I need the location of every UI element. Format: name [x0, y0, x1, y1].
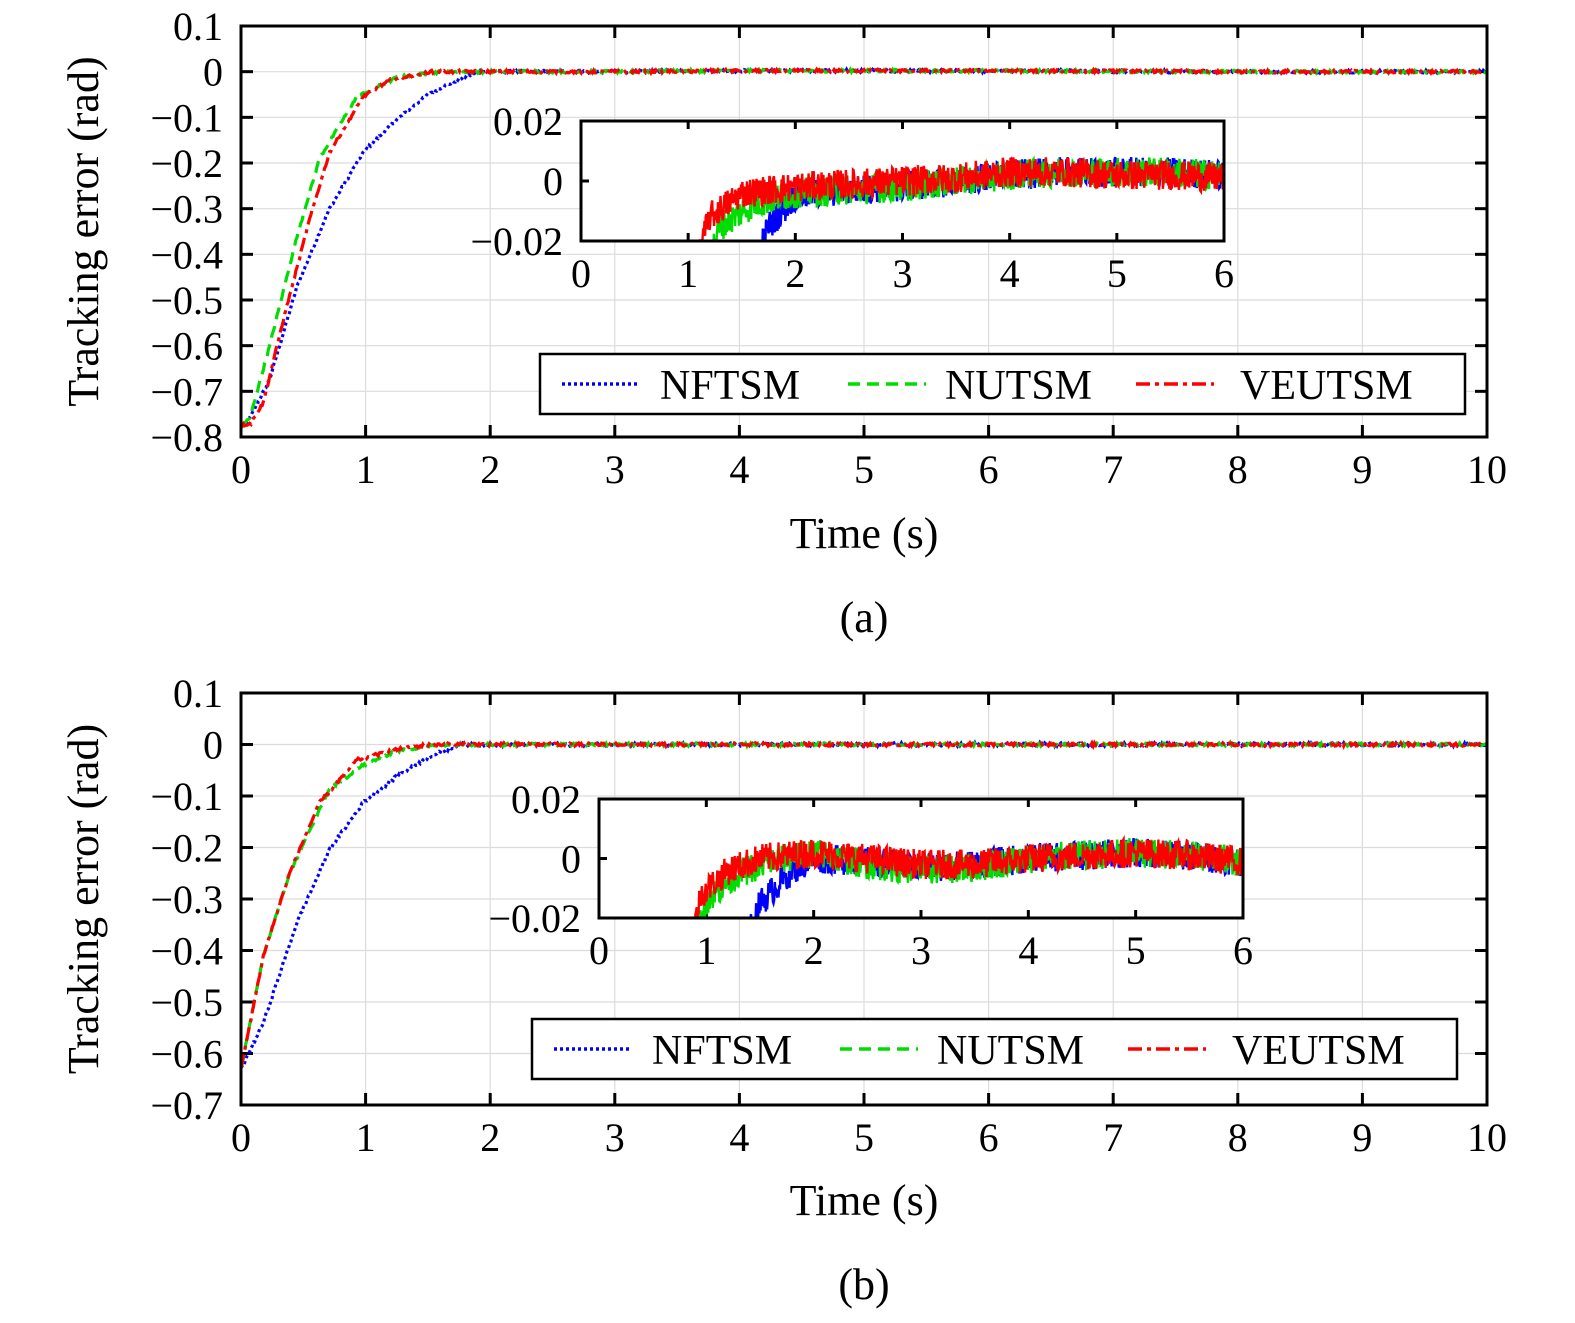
inset-frame: [597, 797, 1245, 920]
legend: NFTSM NUTSM VEUTSM: [530, 1017, 1459, 1081]
axes-frame: [239, 24, 1489, 439]
y-tick-label: −0.1: [150, 95, 223, 140]
legend-label: VEUTSM: [1232, 1028, 1405, 1074]
inset-chart: 0 1 2 3 4 5 60.020−0.02: [470, 99, 1234, 296]
x-tick-label: 2: [480, 1115, 500, 1160]
axes-frame: [239, 691, 1489, 1107]
y-tick-label: −0.6: [150, 1032, 223, 1077]
inset-x-tick-label: 6: [1214, 251, 1234, 296]
x-tick-label: 2: [480, 447, 500, 492]
x-tick-label: 5: [854, 1115, 874, 1160]
x-tick-label: 6: [979, 1115, 999, 1160]
inset-x-tick-label: 0: [571, 251, 591, 296]
x-tick-label: 7: [1103, 447, 1123, 492]
legend-label: NUTSM: [945, 363, 1092, 409]
panel-label: (a): [840, 593, 889, 642]
x-tick-label: 4: [729, 1115, 749, 1160]
inset-frame: [579, 119, 1226, 243]
x-tick-label: 7: [1103, 1115, 1123, 1160]
y-tick-label: −0.3: [150, 187, 223, 232]
x-tick-label: 9: [1352, 1115, 1372, 1160]
inset-x-tick-label: 6: [1233, 928, 1253, 973]
panel-label: (b): [838, 1260, 889, 1309]
inset-y-tick-label: −0.02: [470, 219, 563, 264]
inset-x-tick-label: 1: [678, 251, 698, 296]
y-tick-label: −0.4: [150, 929, 223, 974]
y-tick-label: −0.7: [150, 1083, 223, 1128]
x-tick-label: 3: [605, 1115, 625, 1160]
x-tick-label: 5: [854, 447, 874, 492]
x-tick-label: 0: [231, 1115, 251, 1160]
legend-label: NFTSM: [652, 1028, 792, 1074]
legend: NFTSM NUTSM VEUTSM: [538, 352, 1467, 416]
inset-x-tick-label: 0: [589, 928, 609, 973]
inset-series-group: [693, 834, 1243, 918]
y-tick-label: −0.8: [150, 415, 223, 460]
inset-x-tick-label: 3: [893, 251, 913, 296]
x-tick-label: 8: [1228, 1115, 1248, 1160]
inset-y-tick-label: 0: [561, 837, 581, 882]
legend-label: VEUTSM: [1240, 363, 1413, 409]
y-tick-label: −0.2: [150, 826, 223, 871]
y-tick-label: −0.3: [150, 877, 223, 922]
inset-chart: 0 1 2 3 4 5 60.020−0.02: [488, 777, 1253, 973]
x-tick-label: 6: [979, 447, 999, 492]
y-tick-label: 0.1: [173, 671, 223, 716]
inset-y-tick-label: −0.02: [488, 896, 581, 941]
series-line-veutsm: [241, 739, 1487, 1069]
inset-x-tick-label: 5: [1107, 251, 1127, 296]
y-tick-label: −0.7: [150, 369, 223, 414]
y-tick-label: −0.5: [150, 980, 223, 1025]
y-axis-label: Tracking error (rad): [59, 724, 108, 1074]
y-axis-label: Tracking error (rad): [59, 56, 108, 406]
y-tick-label: −0.6: [150, 324, 223, 369]
legend-box: [538, 352, 1467, 416]
x-tick-label: 1: [356, 1115, 376, 1160]
chart-panel-b: 0 1 2 3 4 5 6 7 8 9 100.10−0.1−0.2−0.3−0.4−0.5−0.6…: [59, 671, 1507, 1309]
y-tick-label: 0: [203, 723, 223, 768]
x-tick-label: 3: [605, 447, 625, 492]
y-tick-label: −0.2: [150, 141, 223, 186]
x-tick-label: 0: [231, 447, 251, 492]
series-group: [241, 65, 1487, 429]
legend-label: NFTSM: [660, 363, 800, 409]
series-line-veutsm: [241, 66, 1487, 429]
inset-x-tick-label: 4: [1000, 251, 1020, 296]
x-tick-label: 4: [729, 447, 749, 492]
inset-y-tick-label: 0: [543, 159, 563, 204]
inset-series-line-veutsm: [693, 834, 1243, 918]
legend-label: NUTSM: [937, 1028, 1084, 1074]
y-tick-label: −0.5: [150, 278, 223, 323]
x-tick-label: 9: [1352, 447, 1372, 492]
inset-x-tick-label: 2: [804, 928, 824, 973]
inset-series-group: [697, 155, 1224, 241]
inset-x-tick-label: 5: [1126, 928, 1146, 973]
chart-panel-a: 0 1 2 3 4 5 6 7 8 9 100.10−0.1−0.2−0.3−0.4−0.5−0.6…: [59, 4, 1507, 642]
series-group: [241, 739, 1487, 1069]
x-axis-label: Time (s): [790, 509, 939, 558]
legend-box: [530, 1017, 1459, 1081]
y-tick-label: 0: [203, 50, 223, 95]
x-tick-label: 8: [1228, 447, 1248, 492]
inset-x-tick-label: 3: [911, 928, 931, 973]
inset-x-tick-label: 4: [1018, 928, 1038, 973]
inset-x-tick-label: 1: [696, 928, 716, 973]
y-tick-label: −0.4: [150, 232, 223, 277]
x-tick-label: 10: [1467, 447, 1507, 492]
x-tick-label: 10: [1467, 1115, 1507, 1160]
inset-y-tick-label: 0.02: [493, 99, 563, 144]
x-axis-label: Time (s): [790, 1176, 939, 1225]
y-tick-label: 0.1: [173, 4, 223, 49]
x-tick-label: 1: [356, 447, 376, 492]
inset-x-tick-label: 2: [785, 251, 805, 296]
inset-series-line-veutsm: [697, 156, 1224, 241]
y-tick-label: −0.1: [150, 774, 223, 819]
inset-y-tick-label: 0.02: [511, 777, 581, 822]
